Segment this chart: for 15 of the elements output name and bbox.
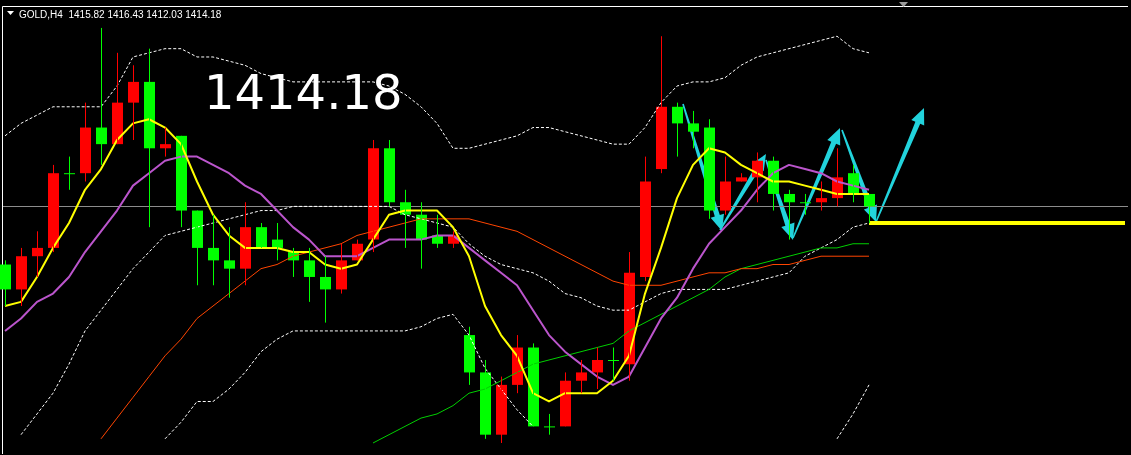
annotation: 1414.18 <box>204 64 403 120</box>
candlestick <box>128 64 139 141</box>
candlestick <box>608 347 619 382</box>
candlestick <box>496 376 507 444</box>
candlestick <box>304 247 315 303</box>
candlestick <box>224 226 235 299</box>
candlestick <box>576 359 587 394</box>
candlestick <box>64 156 75 191</box>
candlestick <box>80 102 91 182</box>
candlestick <box>16 247 27 307</box>
candlestick <box>640 156 651 282</box>
candlestick <box>544 413 555 436</box>
chart-title: GOLD,H4 1415.82 1416.43 1412.03 1414.18 <box>19 9 222 20</box>
candlestick <box>656 35 667 174</box>
candlestick <box>384 139 395 207</box>
